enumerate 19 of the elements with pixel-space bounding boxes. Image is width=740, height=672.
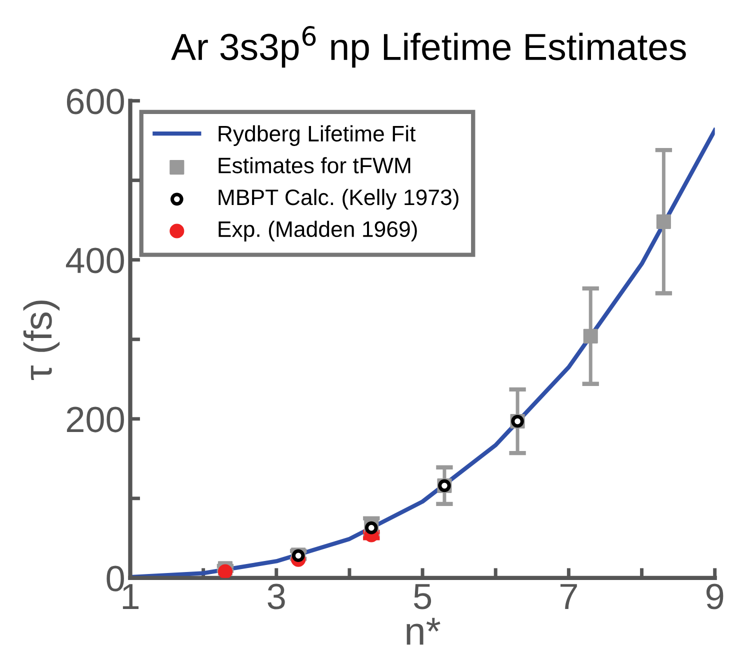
legend-label: Estimates for tFWM bbox=[218, 157, 410, 174]
y-tick-label: 200 bbox=[66, 406, 124, 432]
legend-label: Exp. (Madden 1969) bbox=[218, 220, 417, 242]
y-tick-label: 0 bbox=[106, 566, 124, 592]
legend-label: MBPT Calc. (Kelly 1973) bbox=[218, 188, 458, 210]
y-axis-title: τ (fs) bbox=[23, 300, 60, 380]
x-axis-title: n* bbox=[406, 618, 440, 645]
point bbox=[656, 214, 671, 229]
x-tick-label: 1 bbox=[122, 584, 139, 609]
x-tick-label: 9 bbox=[706, 584, 724, 610]
chart-title: Ar 3s3p$^{6}$ np Lifetime Estimates bbox=[171, 26, 686, 68]
point bbox=[583, 328, 598, 344]
y-tick-label: 400 bbox=[66, 248, 124, 274]
legend-label: Rydberg Lifetime Fit bbox=[218, 125, 416, 146]
x-tick-label: 7 bbox=[560, 584, 577, 609]
y-tick-label: 600 bbox=[66, 88, 124, 114]
point bbox=[218, 564, 233, 578]
x-tick-label: 3 bbox=[268, 584, 285, 610]
x-tick-label: 5 bbox=[414, 584, 432, 610]
